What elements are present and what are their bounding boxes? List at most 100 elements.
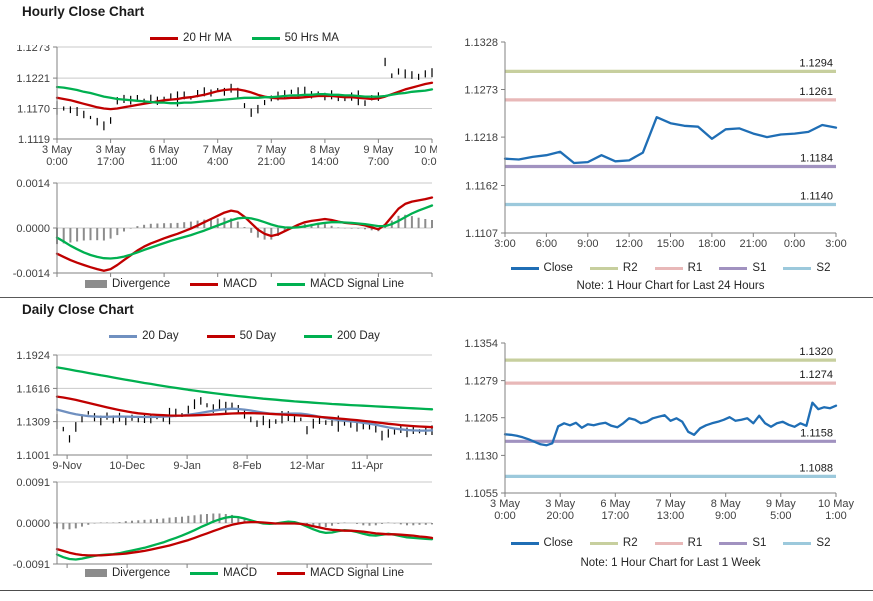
- line-swatch-icon: [277, 282, 306, 286]
- bottom-divider: [0, 590, 873, 591]
- x-tick-label: 10 May: [818, 498, 855, 510]
- legend-item-macd-signal-line: MACD Signal Line: [277, 278, 404, 290]
- x-tick-label: 3 May: [545, 498, 575, 510]
- x-tick-label: 1:00: [825, 510, 846, 522]
- legend-item-20-day: 20 Day: [109, 330, 179, 342]
- y-tick-label: 1.1924: [16, 350, 50, 362]
- legend-label: S2: [816, 537, 831, 549]
- x-tick-label: 21:00: [740, 238, 768, 250]
- legend-label: MACD: [223, 278, 258, 290]
- x-tick-label: 12:00: [615, 238, 643, 250]
- y-tick-label: 1.1328: [464, 37, 498, 49]
- legend-item-s1: S1: [719, 537, 766, 549]
- y-tick-label: 0.0000: [16, 223, 50, 235]
- legend-item-50-day: 50 Day: [206, 330, 277, 342]
- pivot-level-label-r1: 1.1261: [799, 86, 833, 98]
- x-tick-label: 11:00: [151, 156, 178, 168]
- line-swatch-icon: [783, 541, 812, 545]
- legend-label: Close: [543, 262, 573, 274]
- y-tick-label: 1.1119: [18, 134, 50, 146]
- legend-label: R2: [622, 537, 638, 549]
- legend-label: Divergence: [111, 278, 171, 290]
- legend-label: 50 Hrs MA: [284, 32, 339, 44]
- legend-item-s2: S2: [783, 537, 830, 549]
- y-tick-label: 1.1205: [464, 413, 498, 425]
- daily-macd-chart: 0.0091 0.0000 -0.0091: [0, 477, 437, 574]
- x-tick-label: 0:00: [46, 156, 67, 168]
- x-tick-label: 8 May: [310, 144, 340, 156]
- daily-ma-legend: 20 Day 50 Day 200 Day: [57, 330, 432, 342]
- daily-section-title: Daily Close Chart: [22, 302, 134, 317]
- legend-item-macd: MACD: [190, 278, 257, 290]
- legend-item-macd-signal-line: MACD Signal Line: [277, 567, 404, 579]
- x-tick-label: 5:00: [770, 510, 791, 522]
- pivot-level-label-s1: 1.1184: [800, 153, 833, 165]
- x-tick-label: 7 May: [656, 498, 686, 510]
- legend-label: R1: [687, 262, 703, 274]
- legend-label: 50 Day: [239, 330, 277, 342]
- divergence-swatch-icon: [84, 280, 107, 288]
- line-swatch-icon: [109, 334, 138, 338]
- legend-label: MACD Signal Line: [310, 567, 404, 579]
- hourly-pivot-legend: Close R2 R1 S1 S2: [505, 262, 836, 274]
- x-tick-label: 9:00: [715, 510, 736, 522]
- y-tick-label: 1.1616: [16, 383, 50, 395]
- line-swatch-icon: [304, 334, 333, 338]
- y-tick-label: 1.1309: [16, 417, 50, 429]
- legend-label: 20 Day: [142, 330, 179, 342]
- legend-label: Close: [543, 537, 573, 549]
- pivot-level-label-s1: 1.1158: [800, 427, 833, 439]
- legend-item-divergence: Divergence: [84, 278, 171, 290]
- x-tick-label: 21:00: [258, 156, 286, 168]
- x-tick-label: 9:00: [577, 238, 598, 250]
- legend-label: MACD Signal Line: [310, 278, 404, 290]
- x-tick-label: 20:00: [546, 510, 574, 522]
- legend-label: MACD: [223, 567, 258, 579]
- x-tick-label: 11-Apr: [351, 460, 384, 472]
- x-tick-label: 7 May: [203, 144, 233, 156]
- x-tick-label: 9 May: [766, 498, 796, 510]
- y-tick-label: -0.0091: [13, 559, 50, 569]
- hourly-macd-legend: Divergence MACD MACD Signal Line: [57, 278, 432, 290]
- x-tick-label: 7:00: [368, 156, 389, 168]
- legend-item-r2: R2: [589, 262, 638, 274]
- hourly-pivot-note: Note: 1 Hour Chart for Last 24 Hours: [576, 280, 765, 292]
- daily-macd-legend: Divergence MACD MACD Signal Line: [57, 567, 432, 579]
- legend-item-20-hr-ma: 20 Hr MA: [150, 32, 232, 44]
- y-tick-label: 1.1162: [465, 181, 498, 193]
- y-tick-label: 1.1273: [464, 85, 498, 97]
- x-tick-label: 13:00: [657, 510, 685, 522]
- y-tick-label: 0.0014: [16, 178, 50, 190]
- line-swatch-icon: [251, 36, 280, 40]
- legend-item-50-hrs-ma: 50 Hrs MA: [251, 32, 339, 44]
- legend-item-close: Close: [510, 262, 573, 274]
- x-tick-label: 3 May: [42, 144, 72, 156]
- y-tick-label: 1.1354: [464, 338, 498, 350]
- pivot-level-label-r2: 1.1320: [799, 346, 833, 358]
- legend-label: S1: [752, 262, 767, 274]
- line-swatch-icon: [589, 541, 618, 545]
- line-swatch-icon: [654, 266, 683, 270]
- x-tick-label: 9-Nov: [52, 460, 82, 472]
- hourly-macd-chart: 0.0014 0.0000 -0.0014: [0, 178, 437, 283]
- line-swatch-icon: [190, 282, 219, 286]
- legend-label: S2: [816, 262, 831, 274]
- x-tick-label: 3:00: [825, 238, 846, 250]
- weekly-pivot-chart: 1.1320 1.1274 1.1158 1.1088 1.1354 1.1279 1.12…: [437, 332, 873, 535]
- x-tick-label: 3:00: [494, 238, 515, 250]
- x-tick-label: 9 May: [363, 144, 393, 156]
- hourly-ma-legend: 20 Hr MA 50 Hrs MA: [57, 32, 432, 44]
- x-tick-label: 4:00: [207, 156, 228, 168]
- line-swatch-icon: [277, 571, 306, 575]
- legend-item-macd: MACD: [190, 567, 257, 579]
- hourly-close-chart: 1.1273 1.1221 1.1170 1.1119 3 May 0:00 3 May 17…: [0, 42, 450, 182]
- y-tick-label: 1.1273: [16, 45, 50, 54]
- y-tick-label: 0.0000: [16, 518, 50, 530]
- x-tick-label: 10 May: [414, 144, 437, 156]
- x-tick-label: 15:00: [657, 238, 685, 250]
- x-tick-label: 0:00: [421, 156, 437, 168]
- x-tick-label: 6:00: [536, 238, 557, 250]
- x-tick-label: 8-Feb: [233, 460, 262, 472]
- legend-label: 20 Hr MA: [183, 32, 232, 44]
